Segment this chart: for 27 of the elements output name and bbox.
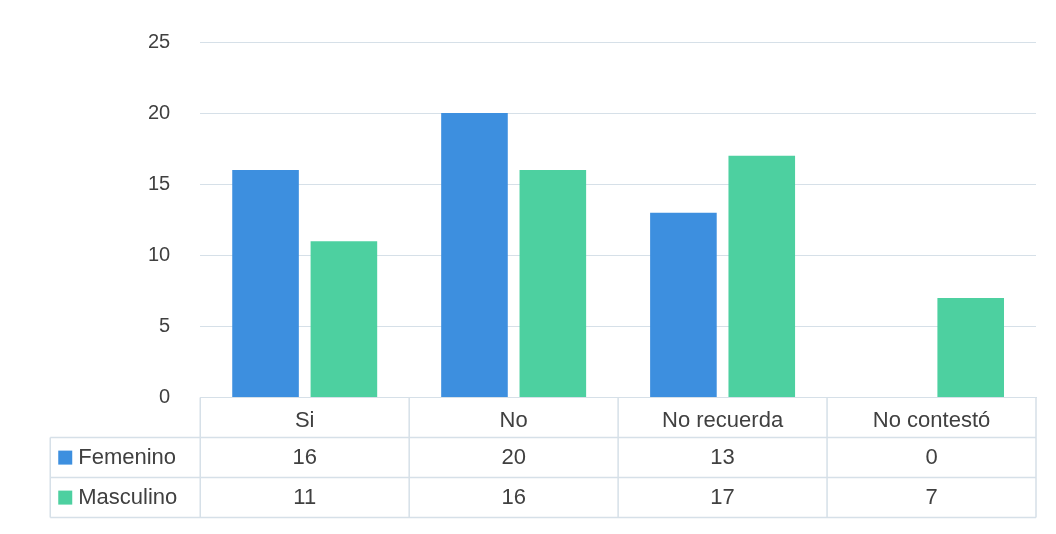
bar <box>441 113 508 398</box>
y-tick-label: 0 <box>159 385 171 408</box>
data-label: 11 <box>293 483 317 509</box>
y-tick-label: 25 <box>148 29 171 52</box>
x-tick-label: No recuerda <box>662 406 784 432</box>
bar <box>232 170 299 398</box>
data-label: 7 <box>925 483 938 509</box>
y-tick-label: 10 <box>148 242 171 265</box>
y-tick-label: 5 <box>159 314 171 336</box>
x-tick-label: Si <box>294 406 315 432</box>
bar <box>937 298 1005 398</box>
bar <box>728 155 796 398</box>
x-tick-label: No contestó <box>872 406 991 432</box>
legend-label: Masculino <box>78 483 178 509</box>
data-label: 13 <box>710 443 735 469</box>
data-label: 17 <box>710 483 735 509</box>
data-label: 16 <box>292 443 317 469</box>
y-tick-label: 20 <box>148 100 171 123</box>
data-label: 0 <box>925 443 938 469</box>
x-tick-label: No <box>499 406 528 432</box>
bar <box>310 241 378 398</box>
y-tick-label: 15 <box>148 171 171 194</box>
data-label: 20 <box>501 443 526 469</box>
bar <box>519 170 587 398</box>
data-label: 16 <box>501 483 526 509</box>
bar <box>650 212 717 398</box>
legend-label: Femenino <box>78 443 177 469</box>
